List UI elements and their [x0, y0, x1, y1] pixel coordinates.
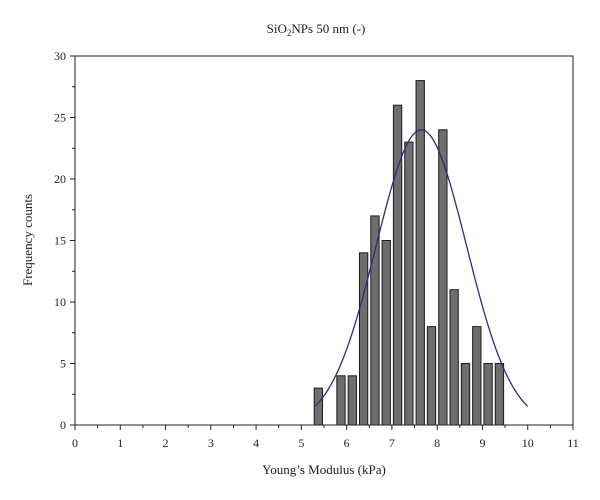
chart-title-base: SiO	[267, 21, 287, 36]
histogram-bar	[449, 289, 459, 426]
x-tick-label: 9	[479, 436, 485, 450]
bars-layer	[313, 80, 505, 426]
gaussian-fit-line	[314, 129, 529, 407]
histogram-bar	[392, 104, 403, 426]
fit-layer	[314, 129, 529, 407]
x-tick-label: 3	[208, 436, 214, 450]
histogram-bar	[370, 215, 380, 426]
histogram-bar	[336, 375, 346, 426]
x-tick-label: 11	[567, 436, 579, 450]
y-tick-label: 15	[54, 234, 66, 248]
histogram-bar	[438, 129, 448, 426]
x-tick-label: 10	[522, 436, 534, 450]
histogram-bar	[358, 252, 369, 426]
histogram-bar	[483, 363, 493, 426]
histogram-bar	[404, 141, 414, 426]
histogram-bar	[460, 363, 471, 426]
x-tick-label: 8	[434, 436, 440, 450]
y-tick-label: 5	[60, 357, 66, 371]
histogram-bar	[415, 80, 425, 426]
x-tick-label: 0	[72, 436, 78, 450]
x-tick-label: 5	[298, 436, 304, 450]
chart-title-rest: NPs 50 nm (-)	[291, 21, 365, 36]
histogram-bar	[426, 326, 437, 426]
y-tick-label: 10	[54, 295, 66, 309]
y-axis: 0 5 10 15 20 25 30	[54, 49, 75, 432]
y-tick-label: 25	[54, 111, 66, 125]
y-tick-label: 20	[54, 172, 66, 186]
y-tick-label: 0	[60, 418, 66, 432]
x-tick-label: 7	[389, 436, 395, 450]
chart-title: SiO2NPs 50 nm (-)	[267, 21, 366, 38]
x-axis: 0 1 2 3 4 5 6 7 8 9 10 11	[72, 425, 579, 450]
histogram-bar	[381, 240, 391, 426]
y-axis-title: Frequency counts	[20, 194, 35, 286]
x-tick-label: 2	[163, 436, 169, 450]
x-axis-title: Young’s Modulus (kPa)	[262, 462, 386, 477]
y-tick-label: 30	[54, 49, 66, 63]
x-tick-label: 6	[344, 436, 350, 450]
x-tick-label: 1	[117, 436, 123, 450]
histogram-bar	[494, 363, 505, 426]
histogram-bar	[347, 375, 357, 426]
histogram-bar	[472, 326, 482, 426]
x-tick-label: 4	[253, 436, 259, 450]
chart-title-subscript: 2	[287, 28, 292, 38]
